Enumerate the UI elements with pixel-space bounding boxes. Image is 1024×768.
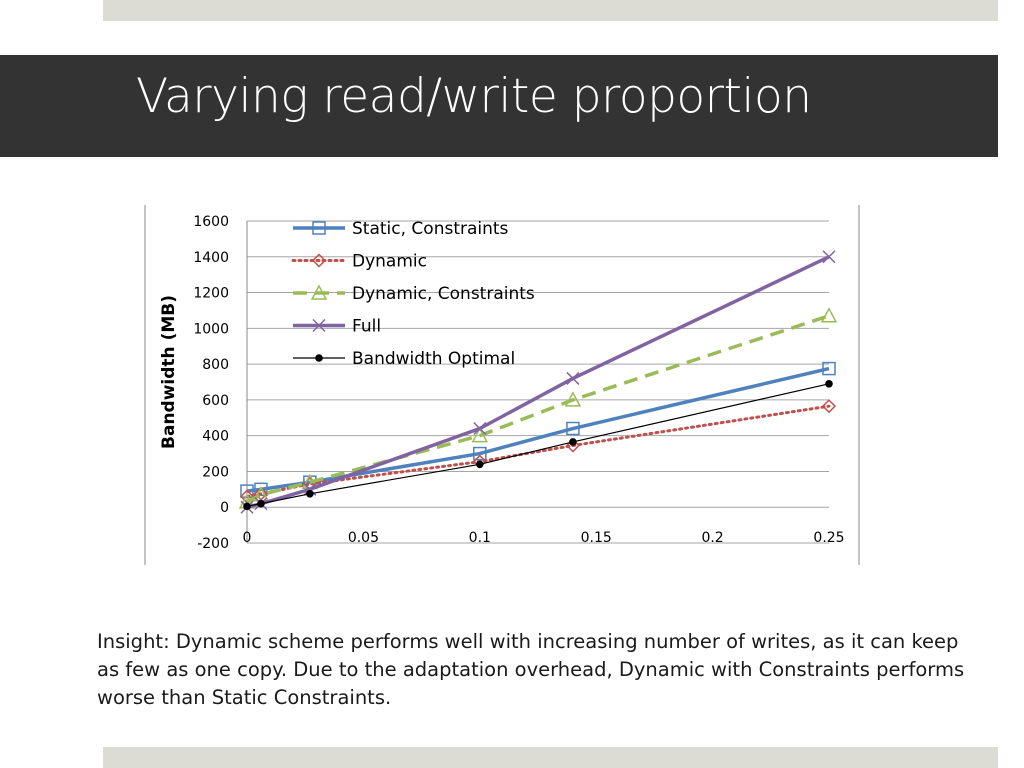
chart-container: 1600 1400 1200 1000 800 600 400 200 0 -200 0 0.05 0.… bbox=[140, 200, 870, 570]
legend-marker-dynamic bbox=[311, 253, 327, 268]
legend-marker-full bbox=[312, 318, 326, 333]
legend-marker-dynamic-constraints bbox=[310, 284, 328, 300]
bandwidth-line-chart: 1600 1400 1200 1000 800 600 400 200 0 -200 0 0.05 0.… bbox=[144, 205, 860, 565]
insight-text: Insight: Dynamic scheme performs well wi… bbox=[97, 630, 965, 709]
x-tick-label: 0.15 bbox=[581, 530, 612, 546]
title-bar: Varying read/write proportion bbox=[0, 55, 998, 157]
data-point-dynamic-constraints bbox=[471, 427, 489, 443]
y-tick-label: 200 bbox=[202, 464, 229, 480]
y-tick-label: 400 bbox=[202, 429, 229, 445]
data-point-static-constraints bbox=[473, 446, 487, 461]
x-tick-label: 0 bbox=[243, 530, 252, 546]
y-tick-label: 1600 bbox=[193, 214, 229, 230]
data-point-bandwidth-optimal bbox=[825, 379, 833, 388]
data-point-dynamic bbox=[239, 489, 255, 504]
data-point-dynamic-constraints bbox=[820, 307, 838, 323]
y-tick-label: 1400 bbox=[193, 250, 229, 266]
data-point-full bbox=[822, 250, 836, 264]
x-tick-label: 0.2 bbox=[701, 530, 723, 546]
legend-label-bandwidth-optimal: Bandwidth Optimal bbox=[352, 349, 515, 369]
data-point-bandwidth-optimal bbox=[306, 490, 314, 498]
data-point-bandwidth-optimal bbox=[569, 438, 577, 446]
y-tick-label: 800 bbox=[202, 357, 229, 373]
data-point-static-constraints bbox=[566, 421, 580, 436]
x-tick-label: 0.05 bbox=[348, 530, 379, 546]
bottom-decor-band bbox=[103, 747, 998, 768]
top-decor-band bbox=[103, 0, 998, 21]
y-tick-label: 1000 bbox=[193, 321, 229, 337]
x-tick-label: 0.25 bbox=[813, 530, 844, 546]
series-line-dynamic-constraints bbox=[246, 314, 830, 504]
data-point-bandwidth-optimal bbox=[476, 460, 484, 469]
legend-marker-static-constraints bbox=[312, 221, 326, 235]
data-point-static-constraints bbox=[254, 482, 268, 497]
data-point-dynamic bbox=[253, 486, 269, 501]
data-point-dynamic bbox=[565, 438, 580, 453]
y-tick-label: 0 bbox=[220, 500, 229, 516]
data-point-bandwidth-optimal bbox=[243, 502, 251, 511]
series-line-full bbox=[246, 255, 830, 509]
legend-label-static-constraints: Static, Constraints bbox=[352, 219, 509, 239]
y-tick-label: -200 bbox=[197, 536, 229, 552]
data-point-full bbox=[566, 371, 580, 385]
data-point-bandwidth-optimal bbox=[257, 499, 265, 508]
data-point-full bbox=[473, 421, 487, 436]
legend-marker-bandwidth-optimal bbox=[315, 354, 323, 362]
data-point-dynamic-constraints bbox=[564, 391, 582, 407]
y-tick-label: 600 bbox=[202, 393, 229, 409]
x-tick-label: 0.1 bbox=[469, 530, 491, 546]
data-point-dynamic bbox=[821, 399, 837, 414]
data-point-static-constraints bbox=[822, 361, 836, 376]
series-line-static-constraints bbox=[246, 366, 830, 493]
legend-label-dynamic-constraints: Dynamic, Constraints bbox=[352, 284, 535, 304]
series-line-bandwidth-optimal bbox=[246, 383, 830, 507]
slide-title: Varying read/write proportion bbox=[136, 69, 812, 124]
legend-label-dynamic: Dynamic bbox=[352, 252, 427, 272]
series-line-dynamic bbox=[245, 404, 831, 498]
y-axis-label: Bandwidth (MB) bbox=[159, 295, 179, 449]
y-tick-label: 1200 bbox=[193, 286, 229, 302]
legend-label-full: Full bbox=[352, 317, 381, 337]
